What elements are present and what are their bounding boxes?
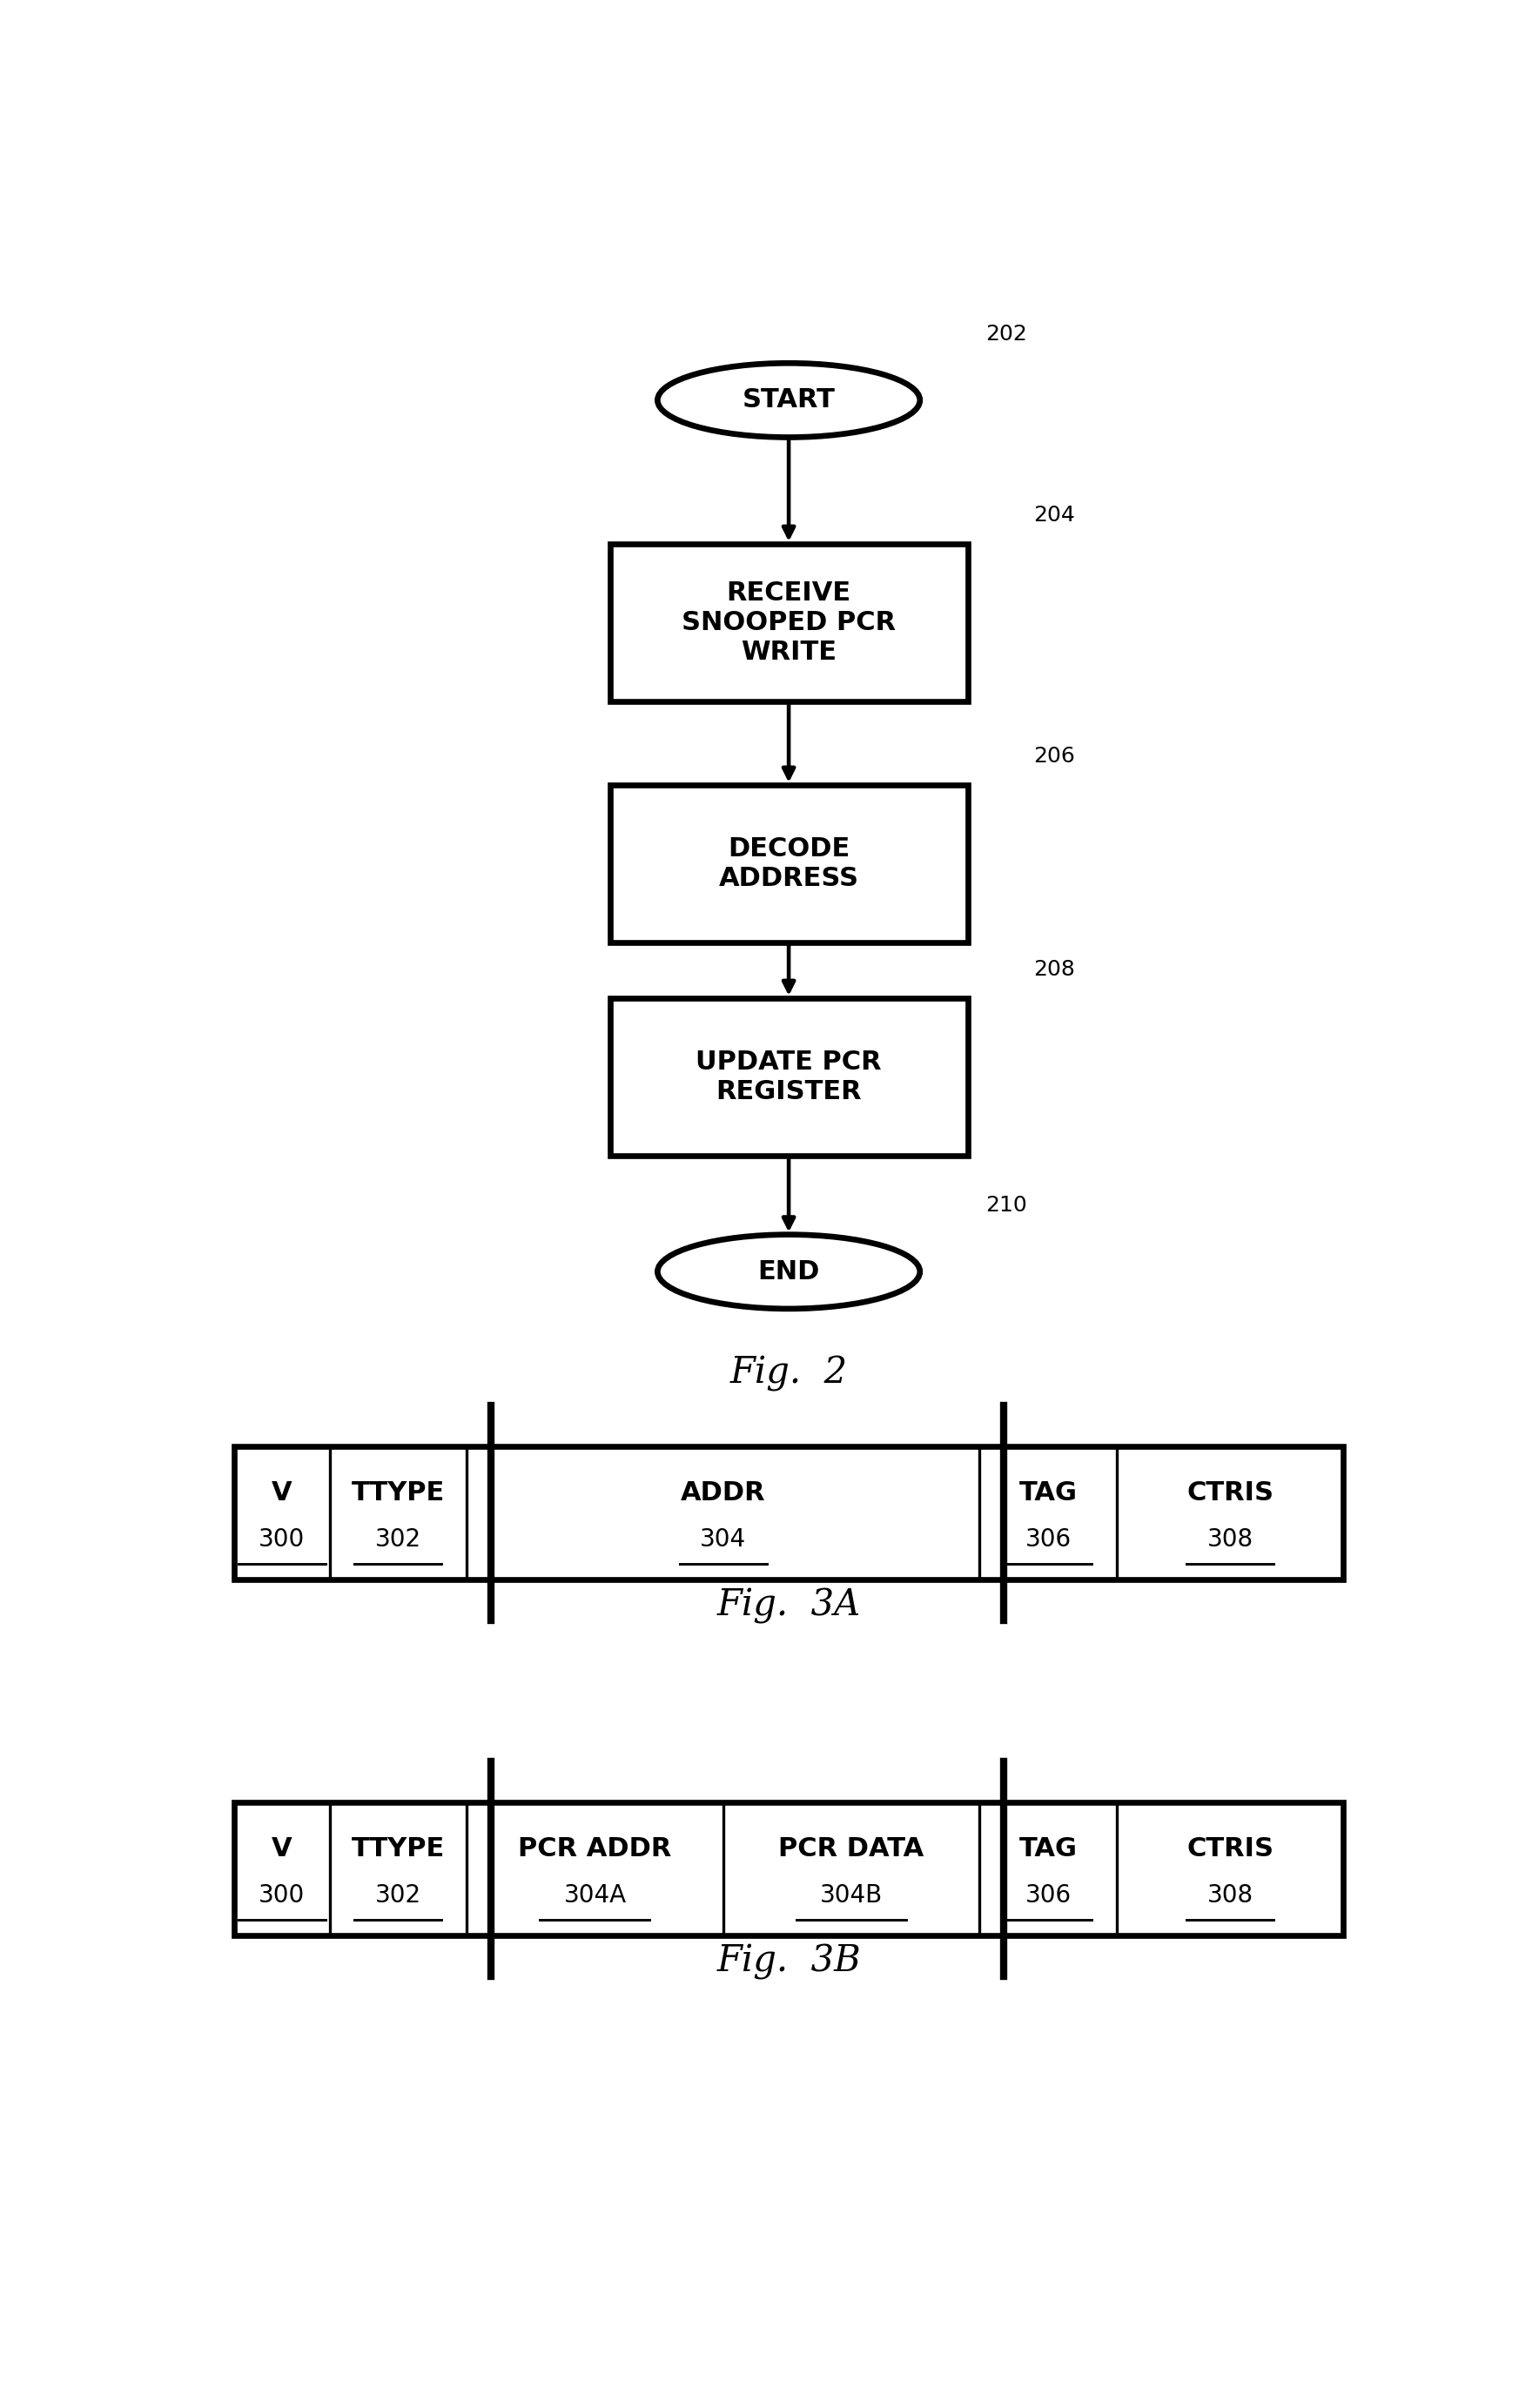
Text: 304A: 304A [563, 1883, 626, 1907]
Text: PCR DATA: PCR DATA [779, 1835, 923, 1861]
Text: TTYPE: TTYPE [351, 1481, 445, 1505]
Text: 306: 306 [1025, 1883, 1071, 1907]
Text: CTRIS: CTRIS [1187, 1835, 1274, 1861]
Text: 304B: 304B [820, 1883, 883, 1907]
Text: Fig.  3A: Fig. 3A [717, 1587, 860, 1623]
Text: 306: 306 [1025, 1527, 1071, 1551]
Text: DECODE
ADDRESS: DECODE ADDRESS [719, 836, 859, 891]
Text: ADDR: ADDR [680, 1481, 765, 1505]
Text: 300: 300 [259, 1883, 305, 1907]
Bar [234, 1445, 1344, 1580]
Ellipse shape [657, 1235, 920, 1308]
Bar [609, 785, 968, 942]
Text: RECEIVE
SNOOPED PCR
WRITE: RECEIVE SNOOPED PCR WRITE [682, 580, 896, 665]
Text: Fig.  3B: Fig. 3B [717, 1943, 860, 1979]
Ellipse shape [657, 364, 920, 438]
Text: PCR ADDR: PCR ADDR [519, 1835, 671, 1861]
Text: CTRIS: CTRIS [1187, 1481, 1274, 1505]
Text: UPDATE PCR
REGISTER: UPDATE PCR REGISTER [696, 1050, 882, 1105]
Text: 302: 302 [376, 1883, 422, 1907]
Text: 308: 308 [1207, 1883, 1253, 1907]
Text: 308: 308 [1207, 1527, 1253, 1551]
Text: 210: 210 [985, 1194, 1027, 1216]
Text: TTYPE: TTYPE [351, 1835, 445, 1861]
Bar [609, 999, 968, 1156]
Text: 304: 304 [700, 1527, 746, 1551]
Bar [609, 544, 968, 701]
Text: 208: 208 [1033, 958, 1074, 980]
Text: 300: 300 [259, 1527, 305, 1551]
Text: TAG: TAG [1019, 1481, 1077, 1505]
Text: 206: 206 [1033, 746, 1074, 766]
Text: 302: 302 [376, 1527, 422, 1551]
Text: Fig.  2: Fig. 2 [729, 1356, 848, 1392]
Text: 204: 204 [1033, 506, 1074, 525]
Text: V: V [271, 1835, 292, 1861]
Bar [234, 1801, 1344, 1936]
Text: START: START [742, 388, 836, 412]
Text: END: END [757, 1259, 820, 1283]
Text: 202: 202 [985, 323, 1027, 344]
Text: TAG: TAG [1019, 1835, 1077, 1861]
Text: V: V [271, 1481, 292, 1505]
